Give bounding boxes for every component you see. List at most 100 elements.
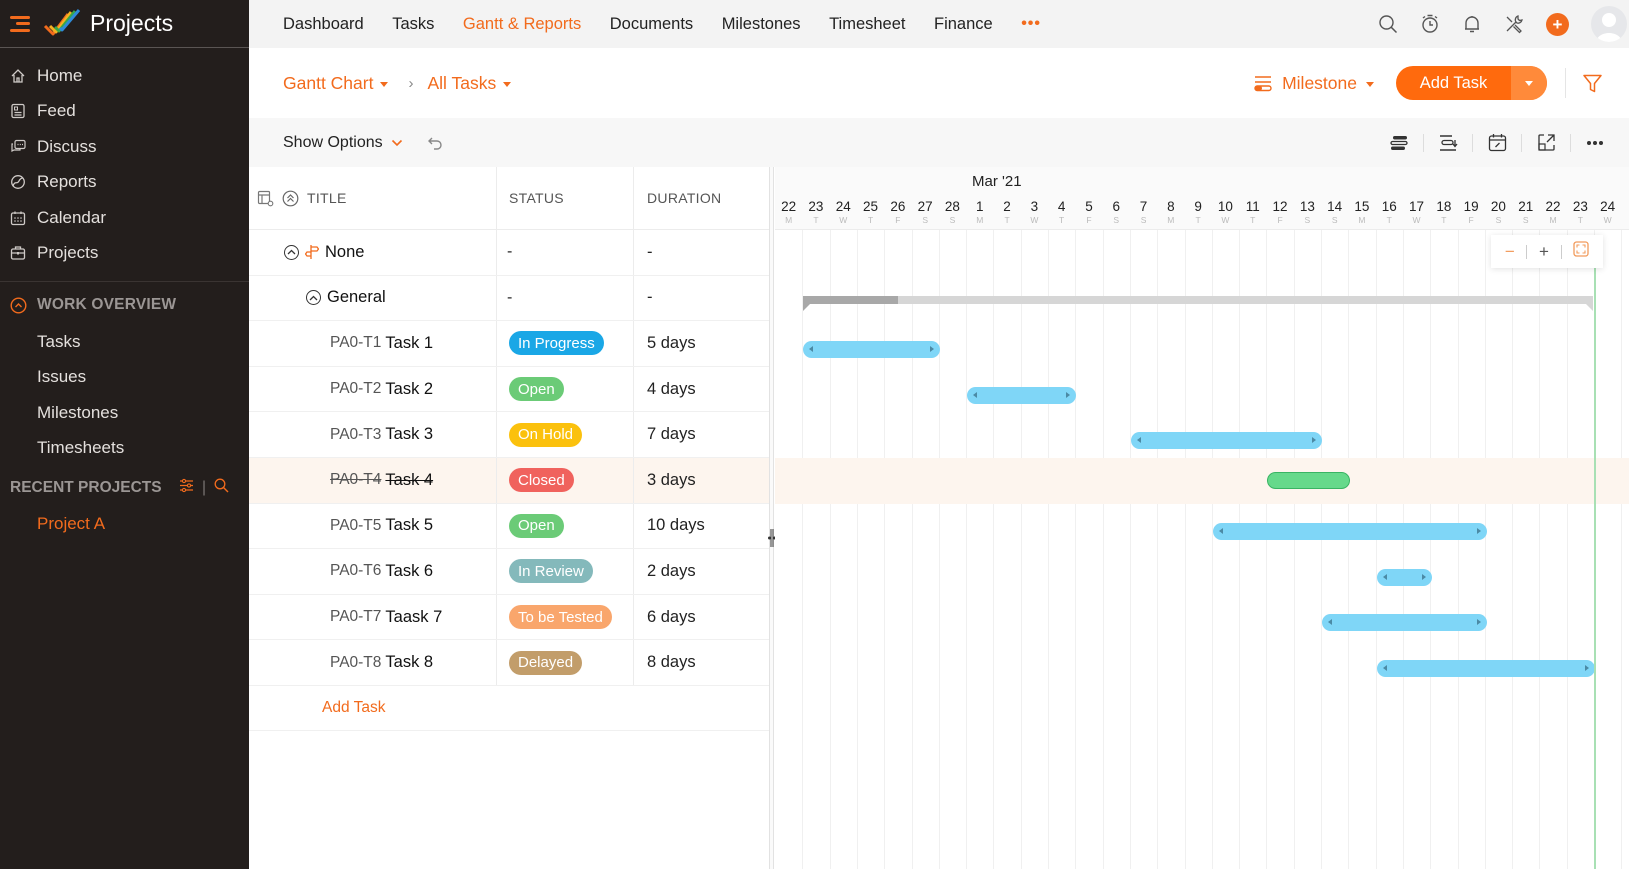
status-badge[interactable]: Delayed (509, 650, 583, 675)
day-gridline (993, 230, 995, 869)
status-badge[interactable]: In Review (509, 559, 593, 584)
sidebar-item-tasks[interactable]: Tasks (37, 331, 81, 351)
sidebar-item-projects[interactable]: Projects (0, 236, 249, 272)
tab-documents[interactable]: Documents (609, 14, 694, 33)
undo-icon[interactable] (427, 136, 443, 150)
quick-add-button[interactable]: + (1546, 12, 1569, 36)
fit-to-screen-icon[interactable] (1573, 241, 1589, 262)
calendar-edit-icon[interactable] (1487, 133, 1507, 153)
task-name[interactable]: Task 1 (385, 333, 434, 352)
expand-icon[interactable] (1536, 133, 1556, 153)
collapse-up-icon[interactable] (284, 244, 299, 260)
sidebar-item-label: Projects (37, 243, 99, 263)
tab-gantt-reports[interactable]: Gantt & Reports (462, 14, 582, 33)
more-options-icon[interactable] (1585, 133, 1605, 153)
day-number: 19 (1463, 199, 1479, 214)
status-badge[interactable]: To be Tested (509, 605, 612, 630)
task-bar-task-3[interactable] (1131, 432, 1322, 449)
status-badge[interactable]: Closed (509, 468, 574, 493)
tab-milestones[interactable]: Milestones (721, 14, 801, 33)
tab-tasks[interactable]: Tasks (392, 14, 435, 33)
weekday-letter: S (1522, 215, 1529, 225)
milestone-dropdown[interactable]: Milestone (1254, 73, 1374, 94)
show-options-dropdown[interactable]: Show Options (249, 134, 403, 152)
sidebar-item-timesheets[interactable]: Timesheets (37, 438, 125, 458)
task-name[interactable]: Task 6 (385, 561, 434, 580)
group-row-general[interactable]: General - - (249, 275, 769, 322)
task-name[interactable]: Task 3 (385, 425, 434, 444)
task-row[interactable]: PA0-T3 Task 3 On Hold 7 days (249, 412, 769, 458)
column-header-duration[interactable]: DURATION (647, 190, 722, 206)
task-filter-dropdown[interactable]: All Tasks (427, 73, 512, 94)
status-badge[interactable]: Open (509, 377, 564, 402)
task-name[interactable]: Taask 7 (385, 607, 443, 626)
task-bar-task-8[interactable] (1377, 660, 1595, 677)
collapse-all-icon[interactable] (282, 190, 299, 207)
task-bar-task-1[interactable] (803, 341, 940, 358)
tab-timesheet[interactable]: Timesheet (829, 14, 906, 33)
tab-dashboard[interactable]: Dashboard (283, 14, 364, 33)
task-row[interactable]: PA0-T6 Task 6 In Review 2 days (249, 549, 769, 595)
resize-handle-icon[interactable] (768, 528, 776, 548)
add-task-link[interactable]: Add Task (249, 686, 769, 731)
hamburger-menu-icon[interactable] (10, 15, 30, 32)
recent-project-link[interactable]: Project A (37, 513, 106, 533)
task-row[interactable]: PA0-T5 Task 5 Open 10 days (249, 503, 769, 550)
task-row[interactable]: PA0-T1 Task 1 In Progress 5 days (249, 321, 769, 367)
gantt-chart: Mar '21 22 M 23 T 24 W 25 T 26 F 27 S 28 S 1 M 2 T 3 W 4 T 5 F 6… (775, 167, 1629, 869)
pane-splitter[interactable] (769, 167, 774, 869)
task-row[interactable]: PA0-T8 Task 8 Delayed 8 days (249, 640, 769, 686)
sidebar-item-milestones[interactable]: Milestones (37, 402, 119, 422)
task-row[interactable]: PA0-T7 Taask 7 To be Tested 6 days (249, 594, 769, 641)
zoom-out-button[interactable]: − (1504, 241, 1515, 261)
work-overview-header[interactable]: WORK OVERVIEW (0, 286, 249, 324)
status-badge[interactable]: Open (509, 513, 564, 538)
collapse-up-icon[interactable] (10, 296, 27, 314)
tools-icon[interactable] (1504, 14, 1524, 34)
sidebar-item-discuss[interactable]: Discuss (0, 129, 249, 165)
day-gridline (1402, 230, 1404, 869)
task-bars-icon[interactable] (1389, 133, 1409, 153)
calendar-icon (10, 210, 26, 226)
task-row-closed[interactable]: PA0-T4 Task 4 Closed 3 days (249, 457, 769, 504)
column-settings-icon[interactable] (257, 190, 274, 207)
search-icon[interactable] (1378, 14, 1398, 34)
gantt-view-dropdown[interactable]: Gantt Chart (283, 73, 389, 94)
sidebar-item-calendar[interactable]: Calendar (0, 200, 249, 236)
task-bar-task-5[interactable] (1213, 523, 1487, 540)
sidebar-item-feed[interactable]: Feed (0, 94, 249, 130)
zoom-in-button[interactable]: + (1539, 241, 1549, 261)
add-task-button[interactable]: Add Task (1419, 73, 1488, 92)
status-badge[interactable]: On Hold (509, 422, 583, 447)
tab-finance[interactable]: Finance (933, 14, 993, 33)
status-badge[interactable]: In Progress (509, 331, 604, 356)
search-icon[interactable] (214, 478, 229, 498)
group-summary-bar[interactable] (803, 296, 1593, 311)
grid-header: TITLE STATUS DURATION (249, 167, 769, 230)
filter-sliders-icon[interactable] (179, 478, 194, 498)
group-row-none[interactable]: None - - (249, 230, 769, 276)
sidebar-item-home[interactable]: Home (0, 58, 249, 94)
filter-icon[interactable] (1582, 73, 1603, 94)
more-tabs-icon[interactable]: ••• (1021, 15, 1041, 32)
bell-icon[interactable] (1462, 14, 1482, 34)
collapse-up-icon[interactable] (306, 290, 321, 306)
task-name[interactable]: Task 5 (385, 516, 434, 535)
sidebar-item-reports[interactable]: Reports (0, 165, 249, 201)
task-bar-task-6[interactable] (1377, 569, 1432, 586)
column-header-title[interactable]: TITLE (249, 167, 497, 229)
sidebar-item-issues[interactable]: Issues (37, 367, 87, 387)
add-task-dropdown-button[interactable] (1511, 66, 1547, 100)
task-bar-task-4-closed[interactable] (1267, 472, 1350, 489)
task-row[interactable]: PA0-T2 Task 2 Open 4 days (249, 366, 769, 413)
baseline-icon[interactable] (1438, 133, 1458, 153)
task-bar-task-7[interactable] (1322, 614, 1487, 631)
task-bar-task-2[interactable] (967, 387, 1076, 404)
task-name[interactable]: Task 2 (385, 379, 434, 398)
timer-icon[interactable] (1420, 14, 1440, 34)
task-name[interactable]: Task 4 (385, 470, 434, 489)
column-header-status[interactable]: STATUS (497, 167, 634, 229)
task-name[interactable]: Task 8 (385, 653, 434, 672)
user-avatar[interactable] (1591, 6, 1627, 42)
